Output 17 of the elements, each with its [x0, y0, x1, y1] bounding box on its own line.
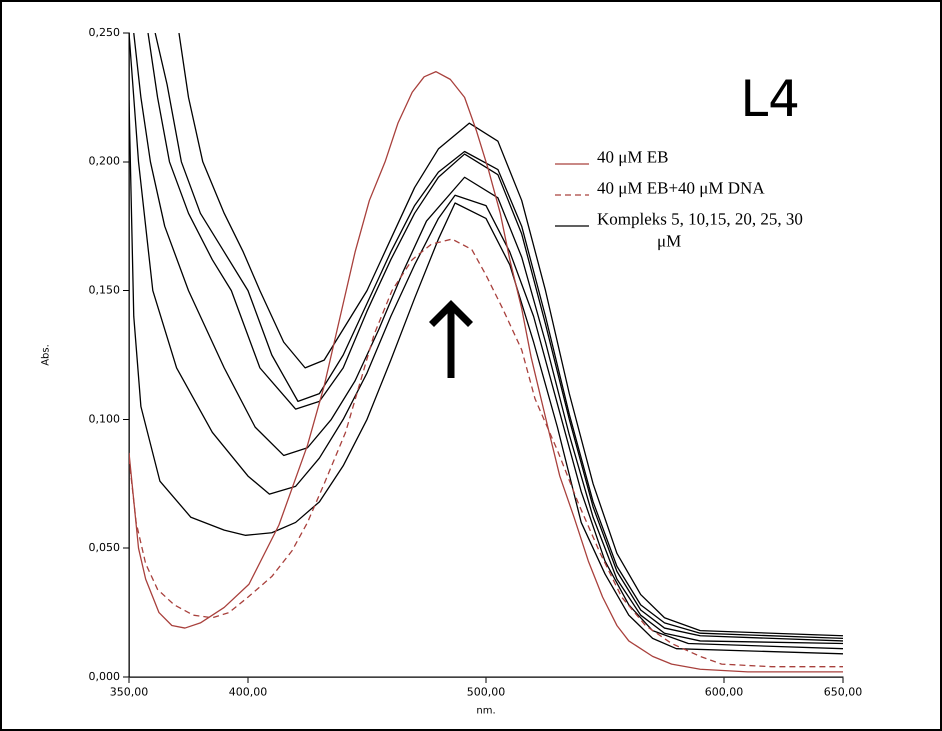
y-tick-label: 0,150	[88, 283, 120, 296]
legend-label: 40 μM EB+40 μM DNA	[597, 178, 766, 198]
y-tick-label: 0,200	[88, 154, 120, 168]
y-axis-title: Abs.	[40, 344, 52, 366]
x-tick-label: 500,00	[466, 685, 506, 698]
y-tick-label: 0,050	[88, 541, 120, 554]
y-tick-label: 0,250	[88, 26, 120, 39]
y-tick-label: 0,100	[88, 412, 120, 426]
x-axis-title: nm.	[476, 706, 496, 717]
y-tick-label: 0,000	[88, 670, 120, 683]
x-tick-label: 400,00	[228, 685, 268, 698]
x-tick-label: 600,00	[704, 685, 744, 698]
annotation: L4	[740, 70, 800, 128]
legend-label: Kompleks 5, 10,15, 20, 25, 30 μM	[597, 209, 803, 250]
x-tick-label: 350,00	[110, 685, 148, 698]
legend-label: 40 μM EB	[597, 147, 668, 166]
x-tick-label: 650,00	[824, 685, 862, 698]
